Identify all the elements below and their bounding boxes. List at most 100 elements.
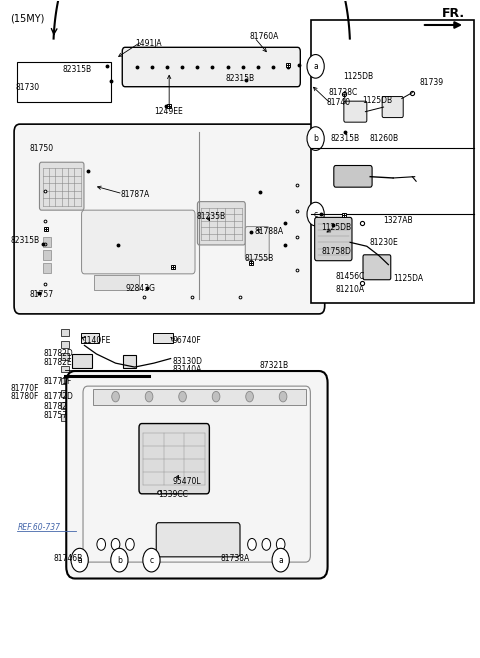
Bar — [43, 263, 51, 273]
FancyBboxPatch shape — [363, 255, 391, 280]
Text: 1125DB: 1125DB — [343, 72, 373, 81]
Text: (15MY): (15MY) — [10, 14, 45, 24]
Text: 81738A: 81738A — [221, 554, 250, 563]
Bar — [123, 355, 136, 368]
Text: 81739: 81739 — [420, 78, 444, 88]
Text: 81456C: 81456C — [336, 272, 365, 281]
Text: 95470L: 95470L — [173, 477, 202, 486]
Circle shape — [145, 392, 153, 402]
FancyBboxPatch shape — [66, 371, 327, 578]
Text: 81738C: 81738C — [328, 88, 358, 97]
FancyBboxPatch shape — [14, 124, 324, 314]
Circle shape — [111, 538, 120, 550]
Text: 1491JA: 1491JA — [135, 39, 161, 48]
FancyBboxPatch shape — [245, 226, 269, 259]
Text: 1339CC: 1339CC — [158, 490, 189, 499]
Text: 81770F: 81770F — [10, 384, 39, 393]
Text: 1140FE: 1140FE — [82, 336, 110, 345]
Text: 83140A: 83140A — [173, 365, 203, 374]
Text: 92843G: 92843G — [125, 284, 155, 293]
FancyBboxPatch shape — [315, 217, 352, 261]
Circle shape — [112, 392, 120, 402]
Text: FR.: FR. — [442, 7, 465, 20]
Text: 81210A: 81210A — [336, 285, 365, 294]
Bar — [60, 378, 69, 384]
Text: 1249EE: 1249EE — [154, 107, 182, 116]
Bar — [93, 389, 306, 405]
Text: c: c — [149, 555, 154, 565]
Text: 96740F: 96740F — [173, 336, 202, 345]
Text: a: a — [278, 555, 283, 565]
Text: 82315B: 82315B — [10, 236, 39, 245]
Text: 82315B: 82315B — [331, 134, 360, 143]
Text: 81755B: 81755B — [245, 253, 274, 263]
Circle shape — [111, 548, 128, 572]
Text: 87321B: 87321B — [259, 361, 288, 370]
FancyBboxPatch shape — [139, 424, 209, 494]
FancyBboxPatch shape — [39, 163, 84, 210]
FancyBboxPatch shape — [156, 522, 240, 557]
Text: 82315B: 82315B — [226, 74, 255, 83]
Bar — [60, 415, 69, 421]
Bar — [72, 354, 92, 368]
Text: 1125DB: 1125DB — [322, 222, 351, 232]
Circle shape — [279, 392, 287, 402]
Text: 81750: 81750 — [29, 144, 54, 153]
Text: a: a — [313, 62, 318, 71]
Circle shape — [212, 392, 220, 402]
Bar — [60, 402, 69, 409]
Bar — [94, 275, 140, 290]
Bar — [153, 333, 173, 343]
Text: REF.60-737: REF.60-737 — [17, 523, 60, 532]
Text: 81260B: 81260B — [369, 134, 398, 143]
Text: 81788A: 81788A — [254, 227, 284, 236]
Bar — [81, 333, 99, 343]
Text: 81760A: 81760A — [250, 32, 279, 41]
Bar — [311, 20, 474, 303]
Circle shape — [307, 55, 324, 78]
Text: 81230E: 81230E — [369, 238, 398, 247]
Bar — [43, 250, 51, 260]
Bar — [17, 62, 111, 103]
Text: 81787A: 81787A — [120, 190, 150, 199]
Text: 1125DB: 1125DB — [362, 96, 392, 105]
Circle shape — [248, 538, 256, 550]
Text: 81758D: 81758D — [322, 247, 351, 256]
Circle shape — [71, 548, 88, 572]
FancyBboxPatch shape — [344, 101, 367, 122]
Circle shape — [179, 392, 186, 402]
Circle shape — [262, 538, 271, 550]
Circle shape — [276, 538, 285, 550]
Text: 81782: 81782 — [44, 402, 68, 411]
Text: 1125DA: 1125DA — [393, 274, 423, 283]
Bar — [43, 237, 51, 247]
Circle shape — [307, 127, 324, 151]
Text: b: b — [117, 555, 122, 565]
Text: 81740: 81740 — [326, 98, 350, 107]
FancyBboxPatch shape — [382, 97, 403, 118]
FancyBboxPatch shape — [122, 47, 300, 87]
Bar — [60, 353, 69, 360]
Text: 82315B: 82315B — [63, 65, 92, 74]
FancyBboxPatch shape — [197, 201, 245, 245]
Text: 83130D: 83130D — [173, 357, 203, 366]
Text: 81235B: 81235B — [197, 212, 226, 220]
Text: 81757: 81757 — [29, 290, 54, 299]
Text: 81782E: 81782E — [44, 358, 72, 367]
Circle shape — [272, 548, 289, 572]
Text: 1327AB: 1327AB — [384, 216, 413, 225]
Text: 81746B: 81746B — [53, 554, 83, 563]
Text: 81757: 81757 — [44, 411, 68, 420]
Circle shape — [97, 538, 106, 550]
Bar — [60, 329, 69, 336]
Text: 81782D: 81782D — [44, 349, 73, 359]
Text: b: b — [313, 134, 318, 143]
Circle shape — [246, 392, 253, 402]
Text: 81730: 81730 — [15, 83, 39, 92]
Bar — [60, 366, 69, 372]
Circle shape — [126, 538, 134, 550]
Text: a: a — [77, 555, 82, 565]
Text: 81772D: 81772D — [44, 392, 73, 401]
Circle shape — [143, 548, 160, 572]
FancyBboxPatch shape — [82, 210, 195, 274]
